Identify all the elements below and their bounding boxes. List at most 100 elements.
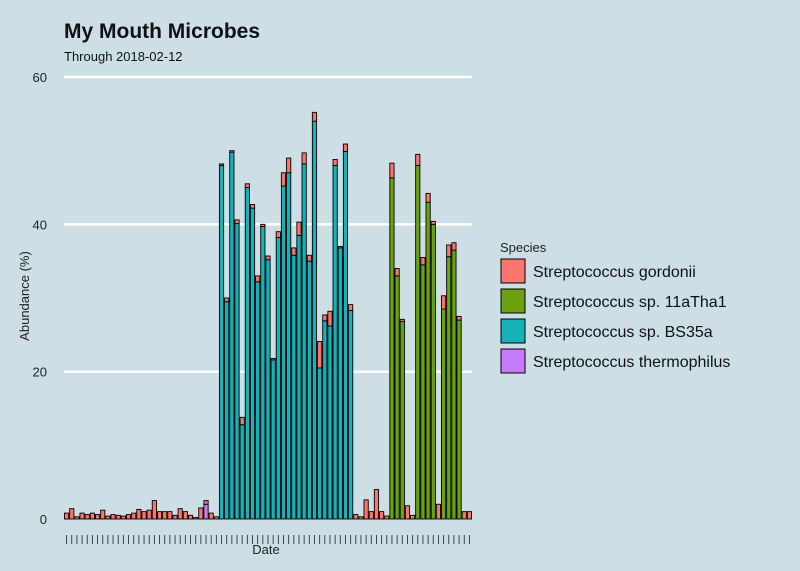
bar-segment (466, 511, 472, 520)
y-tick-label: 0 (40, 512, 47, 527)
bar-segment (456, 319, 462, 520)
bars (64, 111, 472, 520)
bar-segment (198, 507, 204, 520)
bar-segment (337, 247, 343, 520)
bar-segment (156, 511, 163, 520)
bar-segment (399, 321, 405, 520)
bar-segment (368, 511, 374, 520)
bar-segment (95, 514, 101, 520)
bar-segment (151, 500, 157, 520)
bar-segment (389, 162, 395, 179)
bar-segment (125, 514, 132, 520)
bar-segment (255, 275, 261, 283)
legend-swatch (500, 318, 526, 344)
bar-segment (311, 111, 318, 122)
bar-segment (384, 515, 390, 520)
bar-segment (265, 255, 271, 261)
bar-segment (358, 516, 364, 520)
bar-segment (234, 223, 240, 520)
bar-segment (234, 219, 240, 225)
bar-segment (79, 512, 85, 520)
bar-segment (353, 514, 359, 520)
bar-segment (301, 152, 307, 165)
bar-segment (280, 172, 287, 187)
bar-segment (342, 143, 349, 152)
legend-label: Streptococcus thermophilus (533, 354, 730, 371)
bar-segment (208, 512, 214, 520)
bar-segment (291, 254, 297, 520)
bar-segment (435, 503, 441, 520)
legend: Species Streptococcus gordonii Streptococ… (500, 240, 730, 374)
bar-segment (337, 245, 343, 249)
bar-segment (218, 164, 225, 520)
bar-segment (425, 192, 431, 203)
chart-subtitle: Through 2018-02-12 (64, 49, 183, 64)
bar-segment (229, 151, 235, 520)
bar-segment (446, 256, 452, 520)
bar-segment (105, 515, 111, 520)
bar-segment (213, 516, 219, 520)
bar-segment (327, 325, 333, 520)
bar-segment (182, 511, 188, 520)
bar-segment (239, 424, 245, 520)
bar-segment (270, 357, 276, 361)
bar-segment (296, 234, 302, 520)
legend-swatch (500, 258, 526, 284)
bar-segment (239, 416, 245, 426)
bar-segment (394, 275, 400, 520)
bar-segment (415, 164, 421, 520)
bar-segment (306, 260, 312, 520)
bar-segment (441, 295, 447, 310)
bar-segment (425, 201, 431, 520)
bar-segment (394, 268, 400, 277)
bar-segment (332, 159, 338, 166)
bar-segment (203, 500, 209, 505)
bar-segment (322, 320, 328, 520)
bar-segment (327, 310, 333, 327)
bar-segment (430, 223, 436, 520)
bar-segment (286, 157, 292, 174)
bar-segment (131, 512, 137, 520)
legend-label: Streptococcus sp. BS35a (533, 324, 713, 341)
bar-segment (270, 359, 276, 520)
bar-segment (415, 153, 421, 166)
bar-segment (265, 259, 271, 520)
bar-segment (420, 257, 426, 266)
y-tick-label: 20 (33, 365, 47, 380)
bar-segment (291, 247, 297, 256)
bar-segment (244, 187, 250, 520)
bar-segment (249, 203, 256, 209)
bar-segment (410, 514, 416, 520)
bar-segment (100, 509, 106, 520)
x-axis-label: Date (252, 542, 279, 557)
bar-segment (187, 514, 194, 520)
bar-segment (317, 341, 323, 369)
legend-swatch (500, 288, 526, 314)
bar-segment (301, 163, 307, 520)
x-axis-ticks (66, 535, 470, 544)
bar-segment (224, 297, 230, 303)
bar-segment (89, 512, 95, 520)
bar-segment (172, 514, 178, 520)
bar-segment (420, 264, 426, 520)
bar-segment (64, 512, 70, 520)
bar-segment (451, 242, 457, 251)
bar-segment (244, 183, 250, 188)
bar-segment (255, 281, 261, 520)
bar-segment (141, 511, 147, 520)
bar-segment (115, 514, 121, 520)
bar-segment (404, 505, 411, 520)
legend-swatch (500, 348, 526, 374)
bar-segment (311, 120, 318, 520)
chart-title: My Mouth Microbes (64, 20, 260, 43)
bar-segment (373, 489, 380, 520)
bar-segment (363, 499, 369, 520)
bar-segment (456, 315, 462, 321)
bar-segment (286, 172, 292, 520)
bar-segment (280, 185, 287, 520)
bar-segment (110, 514, 116, 520)
bar-segment (136, 508, 142, 520)
bar-segment (203, 503, 209, 520)
bar-segment (193, 517, 199, 520)
